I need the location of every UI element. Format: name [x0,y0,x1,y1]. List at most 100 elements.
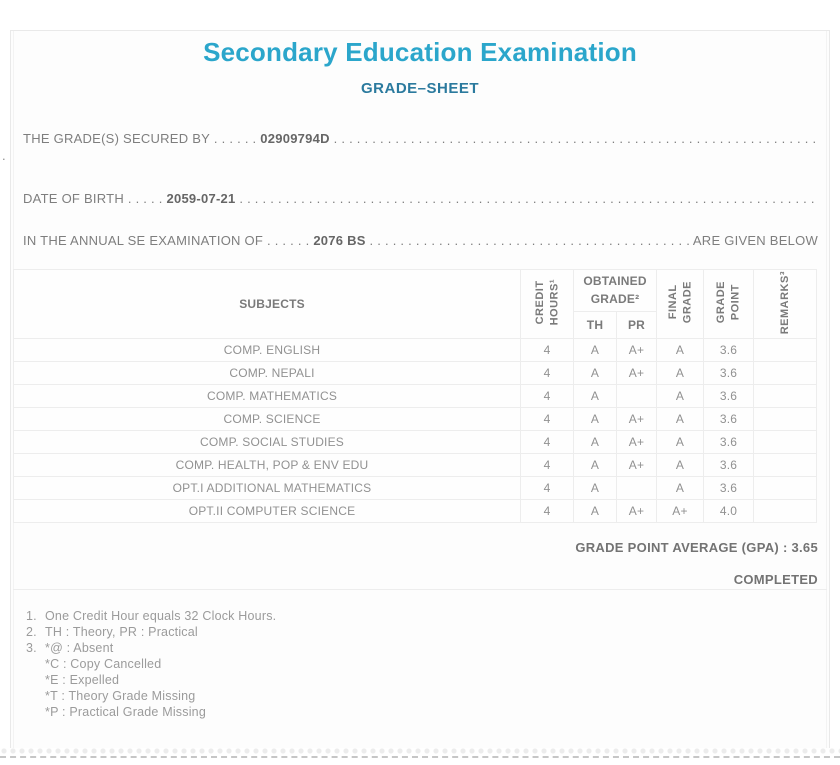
exam-year-value: 2076 BS [313,233,366,248]
footnote-marker [26,672,45,688]
remarks-cell [753,499,818,523]
final-grade-cell: A [656,407,705,431]
grade-point-cell: 3.6 [703,338,755,362]
grade-point-vertical-label: GRADE POINT [715,281,742,324]
subject-cell: OPT.I ADDITIONAL MATHEMATICS [13,476,521,500]
practical-grade-cell: A+ [615,430,658,454]
grade-sheet-panel: Secondary Education Examination GRADE–SH… [10,30,830,748]
footnote-line: *C : Copy Cancelled [26,656,809,672]
page-title: Secondary Education Examination [203,37,637,67]
remarks-column-header: REMARKS³ [753,269,818,339]
subject-cell: COMP. MATHEMATICS [13,384,521,408]
theory-grade-cell: A [573,338,617,362]
final-grade-cell: A [656,430,705,454]
theory-grade-cell: A [573,361,617,385]
footnote-marker: 2. [26,625,37,639]
remarks-cell [753,476,818,500]
footnote-line: 3. *@ : Absent [26,640,809,656]
final-grade-cell: A [656,338,705,362]
subject-cell: COMP. ENGLISH [13,338,521,362]
theory-grade-cell: A [573,384,617,408]
practical-grade-cell: A+ [615,407,658,431]
theory-grade-cell: A [573,453,617,477]
footnote-marker: 3. [26,641,37,655]
leader-dots: . . . . . . [263,233,314,248]
subject-cell: COMP. SOCIAL STUDIES [13,430,521,454]
grade-point-cell: 3.6 [703,430,755,454]
subject-cell: COMP. HEALTH, POP & ENV EDU [13,453,521,477]
final-grade-cell: A [656,476,705,500]
subject-cell: COMP. NEPALI [13,361,521,385]
wrapped-leader-dot: . [2,148,6,163]
footnote-marker [26,704,45,720]
table-row: COMP. NEPALI 4 A A+ A 3.6 [13,361,818,385]
footnote-text: *@ : Absent [45,641,114,655]
remarks-cell [753,430,818,454]
secured-by-line: THE GRADE(S) SECURED BY . . . . . . 0290… [23,131,818,146]
final-grade-vertical-label: FINAL GRADE [666,281,694,324]
gpa-summary: GRADE POINT AVERAGE (GPA) : 3.65 [575,540,818,555]
theory-grade-cell: A [573,476,617,500]
leader-dots: . . . . . [124,191,167,206]
footnote-text: TH : Theory, PR : Practical [45,625,198,639]
secured-by-label: THE GRADE(S) SECURED BY [23,131,211,146]
credit-cell: 4 [520,384,574,408]
final-grade-cell: A [656,453,705,477]
credit-cell: 4 [520,407,574,431]
bottom-dashed-divider [0,756,840,758]
footnote-line: *P : Practical Grade Missing [26,704,809,720]
leader-dots: . . . . . . . . . . . . . . . . . . . . … [333,131,817,146]
theory-grade-cell: A [573,407,617,431]
date-of-birth-line: DATE OF BIRTH . . . . . 2059-07-21 . . .… [23,191,818,206]
footnote-line: *T : Theory Grade Missing [26,688,809,704]
remarks-cell [753,384,818,408]
credit-cell: 4 [520,476,574,500]
table-row: COMP. SOCIAL STUDIES 4 A A+ A 3.6 [13,430,818,454]
theory-grade-cell: A [573,499,617,523]
grade-point-cell: 3.6 [703,384,755,408]
credit-cell: 4 [520,361,574,385]
exam-year-label: IN THE ANNUAL SE EXAMINATION OF [23,233,264,248]
remarks-cell [753,361,818,385]
date-of-birth-label: DATE OF BIRTH [23,191,124,206]
final-grade-column-header: FINAL GRADE [656,269,705,339]
subjects-column-header: SUBJECTS [13,269,521,339]
theory-column-header: TH [573,311,617,339]
footnote-text: *T : Theory Grade Missing [45,689,196,703]
footnote-text: *P : Practical Grade Missing [45,705,206,719]
leader-dots: . . . . . . [210,131,261,146]
table-row: OPT.I ADDITIONAL MATHEMATICS 4 A A 3.6 [13,476,818,500]
table-row: COMP. MATHEMATICS 4 A A 3.6 [13,384,818,408]
leader-dots: . . . . . . . . . . . . . . . . . . . . … [369,233,690,248]
footnote-line: *E : Expelled [26,672,809,688]
credit-cell: 4 [520,499,574,523]
practical-grade-cell: A+ [615,338,658,362]
theory-grade-cell: A [573,430,617,454]
table-row: OPT.II COMPUTER SCIENCE 4 A A+ A+ 4.0 [13,499,818,523]
date-of-birth-value: 2059-07-21 [166,191,236,206]
final-grade-cell: A [656,361,705,385]
footnote-line: 2. TH : Theory, PR : Practical [26,624,809,640]
final-grade-cell: A [656,384,705,408]
practical-grade-cell: A+ [615,453,658,477]
footnotes: 1. One Credit Hour equals 32 Clock Hours.… [26,608,809,720]
credit-cell: 4 [520,338,574,362]
credit-hours-vertical-label: CREDIT HOURS¹ [533,279,560,326]
table-subheader-row: TH PR [14,311,817,339]
table-row: COMP. HEALTH, POP & ENV EDU 4 A A+ A 3.6 [13,453,818,477]
section-divider [13,589,827,590]
practical-grade-cell: A+ [615,499,658,523]
remarks-cell [753,338,818,362]
footnote-marker [26,656,45,672]
practical-column-header: PR [615,311,658,339]
completion-status: COMPLETED [733,572,818,587]
credit-cell: 4 [520,453,574,477]
remarks-cell [753,453,818,477]
symbol-number-value: 02909794D [260,131,330,146]
obtained-grade-column-header: OBTAINED GRADE² [572,269,658,312]
table-row: COMP. SCIENCE 4 A A+ A 3.6 [13,407,818,431]
footnote-marker [26,688,45,704]
remarks-vertical-label: REMARKS³ [778,270,791,335]
practical-grade-cell: A+ [615,361,658,385]
